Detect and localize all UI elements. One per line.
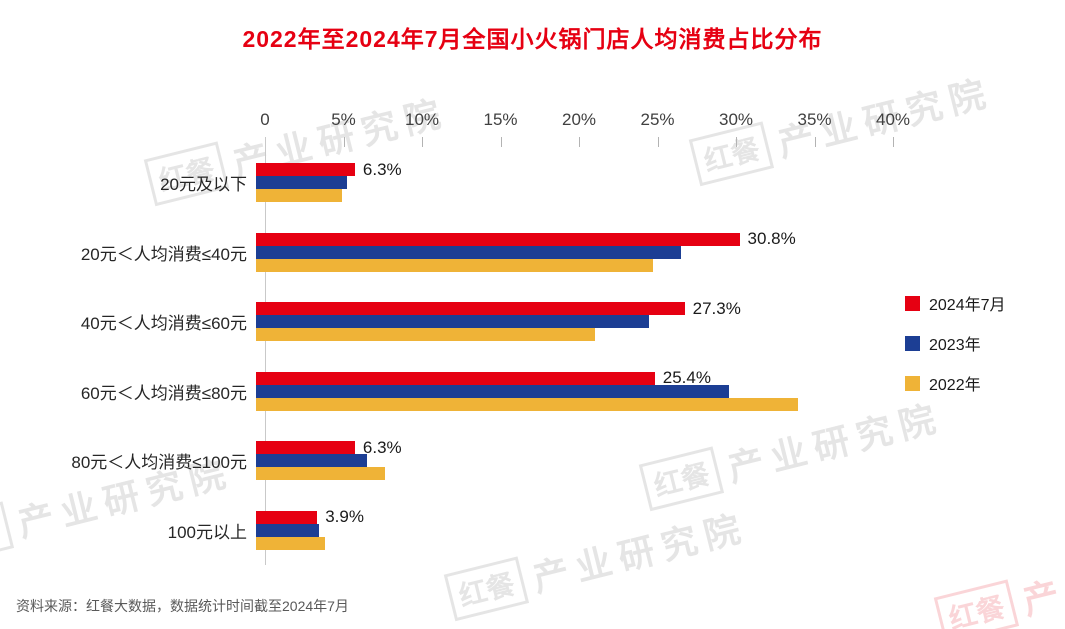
x-tick-label: 30% (718, 110, 754, 129)
bar-2024年7月 (256, 232, 740, 246)
bar-2024年7月 (256, 441, 355, 455)
bar-group-row: 40元＜人均消费≤60元 27.3% (0, 287, 1010, 357)
bar-line (256, 467, 884, 481)
bar-value-label: 6.3% (362, 437, 402, 457)
legend-swatch (905, 375, 920, 391)
bar-line (256, 328, 884, 342)
bar-line (256, 454, 884, 468)
bar-line: 30.8% (256, 229, 884, 248)
bar-2022年 (256, 467, 385, 481)
bar-2022年 (256, 328, 596, 342)
bar-2023年 (256, 454, 368, 468)
x-tick-label: 40% (875, 110, 911, 129)
category-label: 60元＜人均消费≤80元 (80, 383, 247, 403)
bar-line (256, 536, 884, 550)
bar-value-label: 30.8% (747, 229, 796, 249)
data-source-note: 资料来源：红餐大数据，数据统计时间截至2024年7月 (16, 598, 349, 614)
bar-group-row: 60元＜人均消费≤80元 25.4% (0, 357, 1010, 427)
bar-line: 25.4% (256, 368, 884, 387)
legend-item-2023: 2023年 (905, 331, 1006, 355)
x-axis: 0 5% 10% 15% 20% 25% 30% 35% 40% (260, 110, 910, 147)
bar-stack: 30.8% (256, 229, 884, 272)
category-label: 80元＜人均消费≤100元 (71, 453, 247, 473)
bar-line (256, 523, 884, 537)
x-tick-label: 20% (561, 110, 597, 129)
y-axis-line (265, 137, 266, 565)
x-tick-label: 0 (260, 110, 270, 129)
bar-2022年 (256, 258, 654, 272)
bar-group-row: 80元＜人均消费≤100元 6.3% (0, 426, 1010, 496)
legend-label: 2024年7月 (929, 297, 1006, 314)
bar-group-row: 20元＜人均消费≤40元 30.8% (0, 218, 1010, 288)
bar-2024年7月 (256, 510, 318, 524)
legend-swatch (905, 335, 920, 351)
bar-line (256, 245, 884, 259)
watermark-text: 产业研究院 (1018, 529, 1065, 623)
bar-2024年7月 (256, 163, 355, 177)
bar-line (256, 397, 884, 411)
plot-rows: 20元及以下 6.3% 20元＜人均消费≤40元 30.8% 40元＜人均消费≤60元 2… (0, 148, 1010, 565)
x-tick-mark (422, 137, 423, 147)
legend: 2024年7月 2023年 2022年 (905, 291, 1006, 395)
x-tick-mark (736, 137, 737, 147)
legend-label: 2022年 (929, 377, 981, 394)
bar-stack: 6.3% (256, 438, 884, 481)
x-tick-mark (343, 137, 345, 147)
bar-stack: 27.3% (256, 299, 884, 342)
bar-line: 6.3% (256, 438, 884, 457)
x-tick-label: 5% (331, 110, 356, 129)
x-tick-mark (657, 137, 659, 147)
x-tick-mark (579, 137, 580, 147)
bar-2023年 (256, 523, 319, 537)
legend-swatch (905, 295, 920, 311)
legend-item-2024: 2024年7月 (905, 291, 1006, 315)
category-label: 20元及以下 (160, 175, 247, 195)
bar-2024年7月 (256, 302, 685, 316)
bar-2024年7月 (256, 371, 655, 385)
category-label: 20元＜人均消费≤40元 (80, 244, 247, 264)
bar-2023年 (256, 315, 649, 329)
bar-line (256, 384, 884, 398)
bar-2022年 (256, 536, 326, 550)
bar-stack: 25.4% (256, 368, 884, 411)
bar-2022年 (256, 189, 343, 203)
bar-value-label: 27.3% (692, 298, 741, 318)
bar-stack: 3.9% (256, 507, 884, 550)
bar-line: 6.3% (256, 160, 884, 179)
category-label: 40元＜人均消费≤60元 (80, 314, 247, 334)
brand-logo: 红餐 (933, 579, 1020, 629)
bar-value-label: 25.4% (662, 368, 711, 388)
chart-title: 2022年至2024年7月全国小火锅门店人均消费占比分布 (242, 26, 823, 52)
bar-value-label: 6.3% (362, 159, 402, 179)
bar-2023年 (256, 176, 348, 190)
bar-stack: 6.3% (256, 160, 884, 203)
bar-line: 3.9% (256, 507, 884, 526)
bar-line (256, 258, 884, 272)
x-tick-mark (814, 137, 816, 147)
legend-item-2022: 2022年 (905, 371, 1006, 395)
bar-2023年 (256, 384, 729, 398)
bar-line (256, 189, 884, 203)
category-label: 100元以上 (167, 522, 247, 542)
x-tick-label: 15% (483, 110, 518, 129)
legend-label: 2023年 (929, 337, 981, 354)
bar-line: 27.3% (256, 299, 884, 318)
bar-2022年 (256, 397, 798, 411)
bar-value-label: 3.9% (325, 507, 364, 527)
bar-group-row: 20元及以下 6.3% (0, 148, 1010, 218)
x-tick-label: 25% (640, 110, 675, 129)
x-tick-label: 10% (404, 110, 440, 129)
x-tick-mark (500, 137, 502, 147)
x-tick-label: 35% (797, 110, 832, 129)
bar-line (256, 315, 884, 329)
x-tick-mark (893, 137, 894, 147)
brand-logo: 红餐 (443, 556, 530, 622)
bar-group-row: 100元以上 3.9% (0, 496, 1010, 566)
bar-2023年 (256, 245, 682, 259)
bar-line (256, 176, 884, 190)
